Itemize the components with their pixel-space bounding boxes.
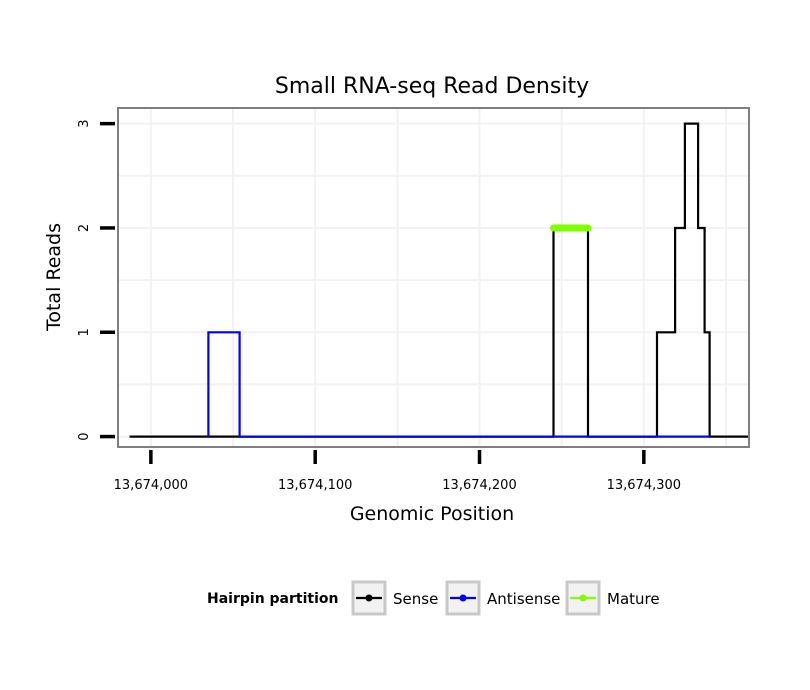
plot-panel	[118, 108, 749, 447]
y-tick-label: 2	[77, 224, 92, 232]
legend-key-point	[459, 594, 467, 602]
y-tick-label: 1	[77, 328, 92, 336]
plot-border	[117, 107, 750, 448]
x-axis-title: Genomic Position	[350, 503, 514, 525]
x-tick-label: 13,674,300	[607, 478, 681, 493]
legend: Hairpin partition Sense Antisense Mature	[207, 580, 660, 616]
x-tick-label: 13,674,000	[114, 478, 188, 493]
y-axis-title: Total Reads	[43, 223, 65, 332]
y-tick-label: 0	[77, 432, 92, 440]
y-axis: 0 1 2 3	[77, 119, 115, 441]
legend-item-mature: Mature	[565, 580, 660, 616]
x-tick-label: 13,674,200	[442, 478, 516, 493]
y-tick-label: 3	[77, 119, 92, 127]
legend-key-point	[579, 594, 587, 602]
series-line-antisense	[207, 331, 710, 438]
chart-title: Small RNA-seq Read Density	[275, 74, 589, 99]
series-layer	[129, 122, 749, 438]
legend-label: Antisense	[487, 590, 560, 608]
legend-title: Hairpin partition	[207, 591, 338, 607]
legend-label: Sense	[393, 590, 438, 608]
legend-label: Mature	[607, 590, 660, 608]
x-axis: 13,674,000 13,674,100 13,674,200 13,674,300	[114, 450, 681, 493]
legend-key-point	[365, 594, 373, 602]
legend-item-antisense: Antisense	[445, 580, 560, 616]
legend-item-sense: Sense	[351, 580, 438, 616]
x-tick-label: 13,674,100	[278, 478, 352, 493]
